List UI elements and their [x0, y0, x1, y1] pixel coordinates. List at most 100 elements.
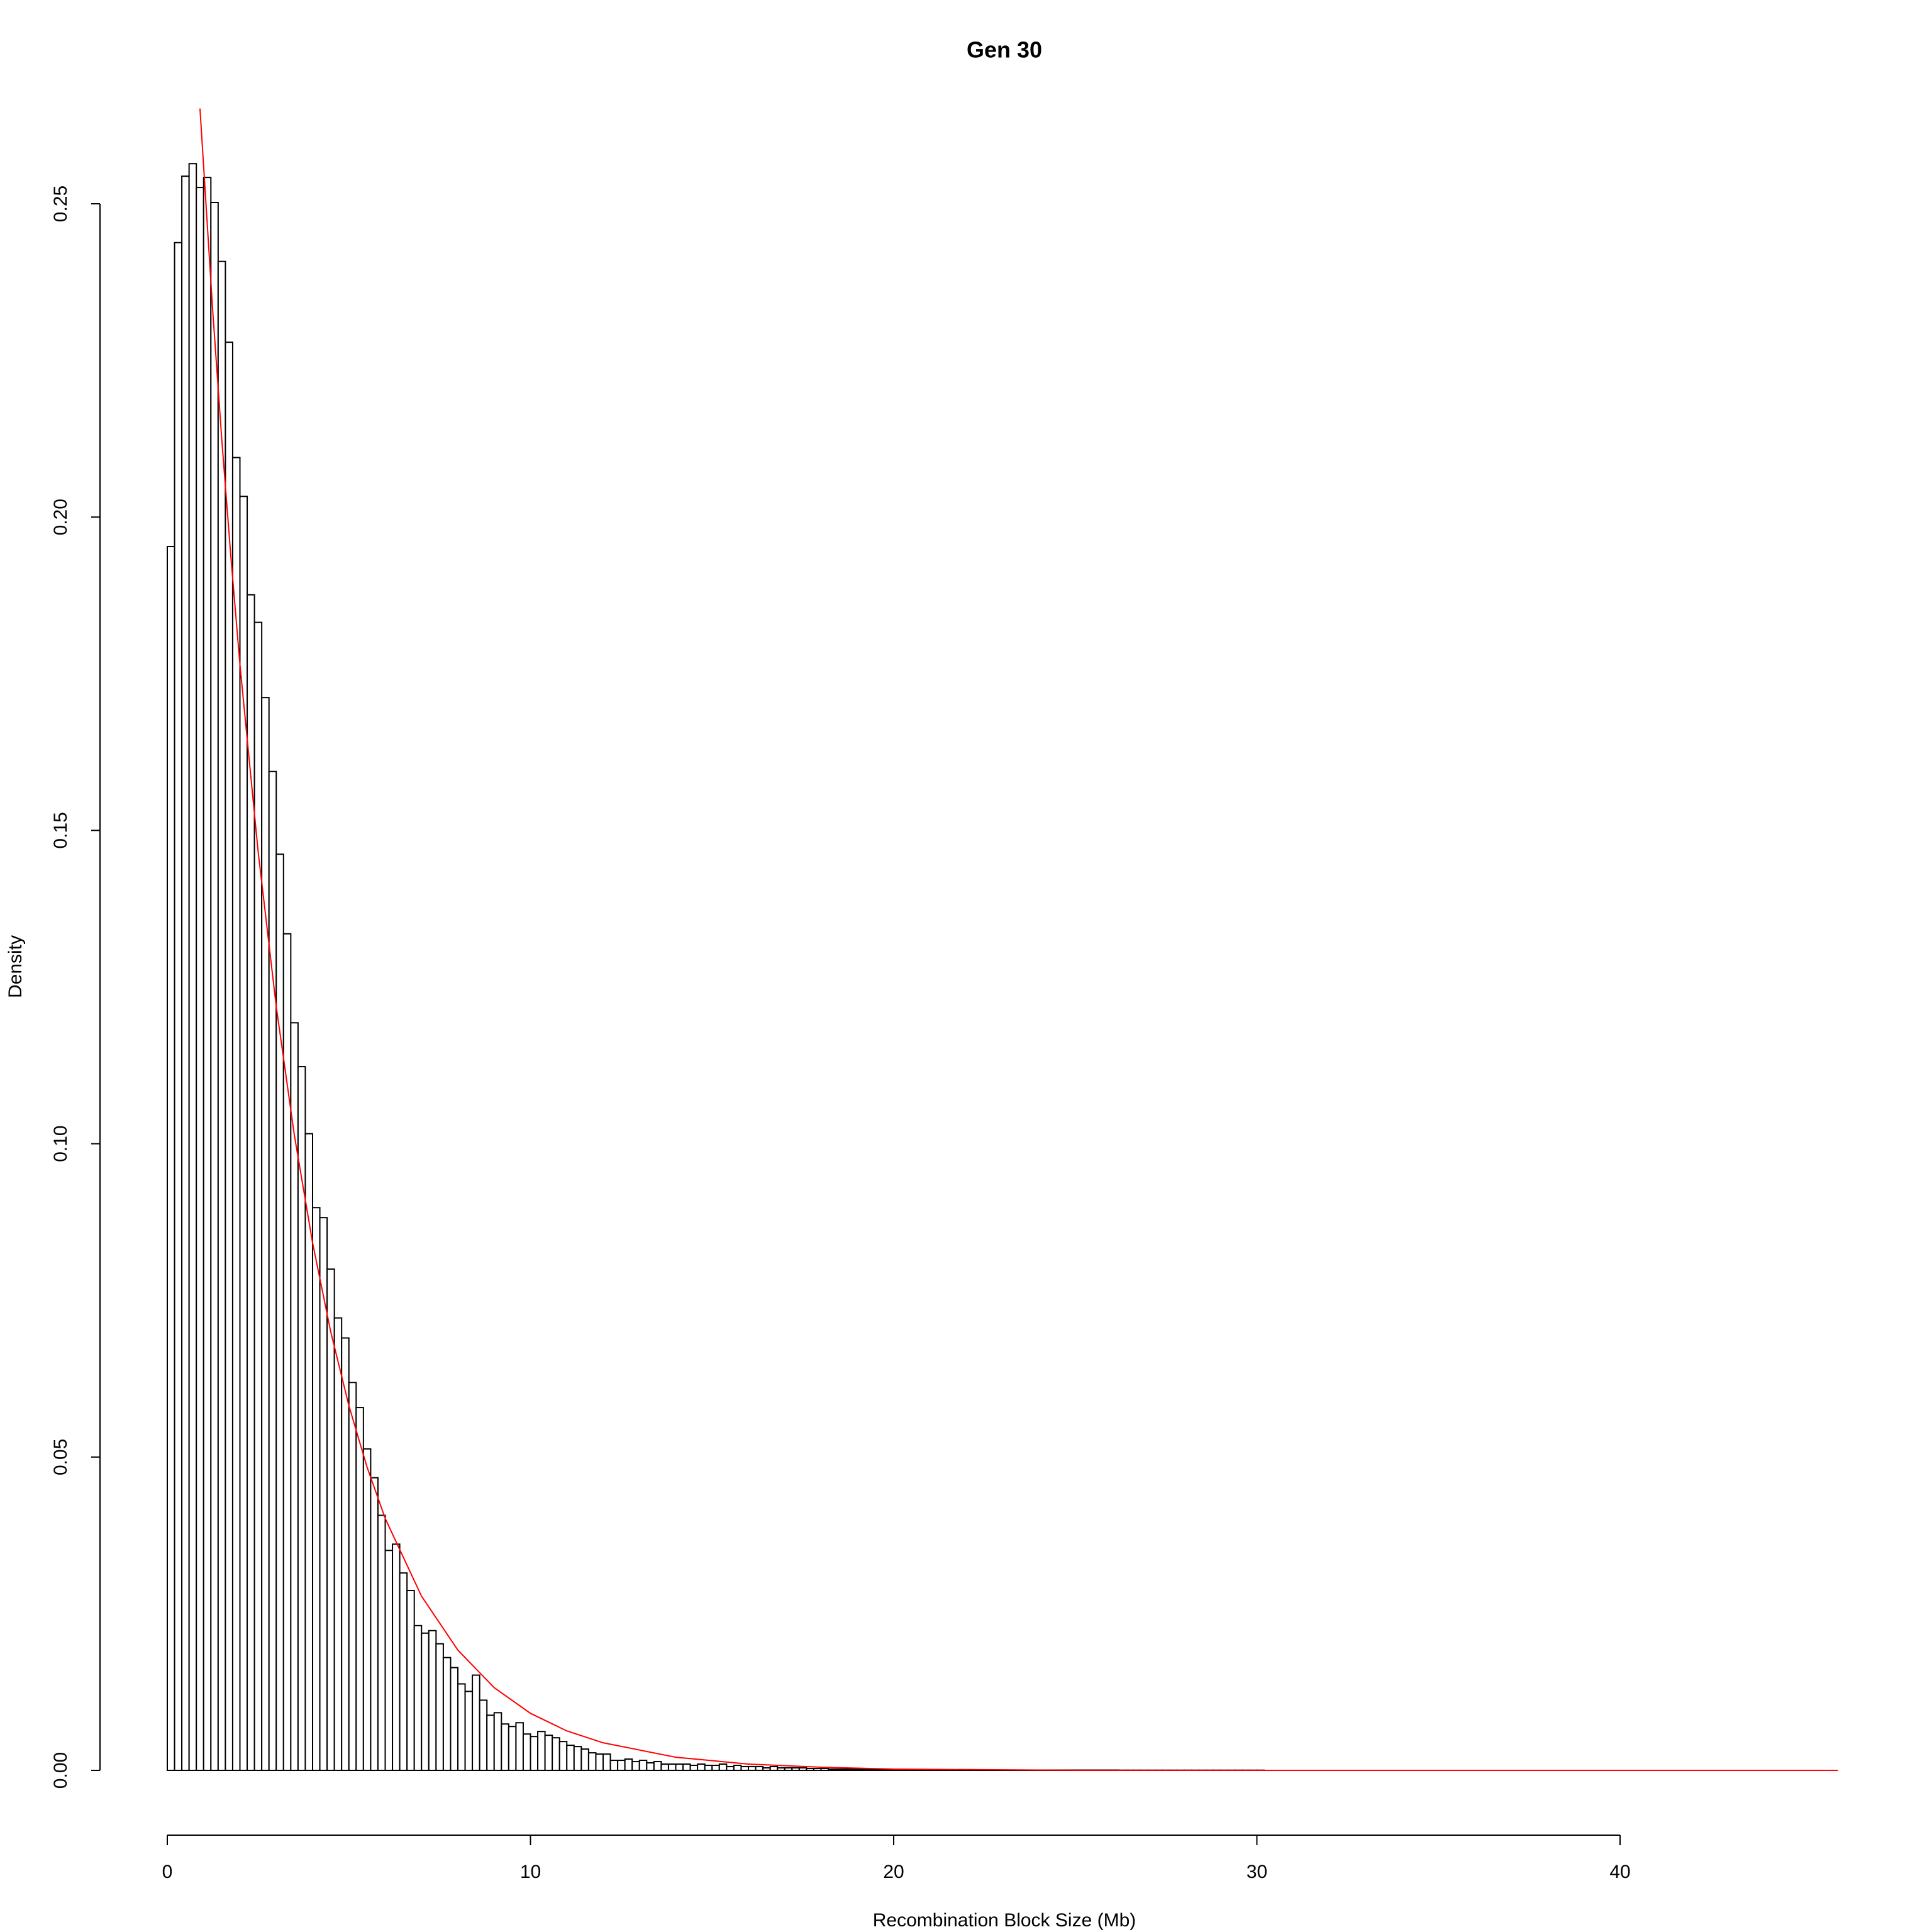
bar — [638, 1760, 648, 1772]
density-curve — [199, 108, 1838, 1771]
bar — [682, 1763, 691, 1771]
bar — [587, 1752, 597, 1772]
bar — [726, 1766, 735, 1771]
bar — [697, 1763, 706, 1771]
bar — [377, 1514, 386, 1771]
bar — [748, 1766, 757, 1771]
y-tick-label: 0.15 — [50, 812, 71, 848]
bar — [333, 1317, 343, 1771]
x-tick-label: 30 — [1246, 1862, 1267, 1882]
bar — [181, 175, 190, 1771]
bar — [675, 1763, 684, 1771]
bar — [217, 260, 226, 1772]
bar — [755, 1766, 764, 1771]
bar — [558, 1741, 568, 1771]
bar — [239, 496, 248, 1771]
bar — [791, 1767, 800, 1772]
bar — [515, 1722, 524, 1772]
bar — [392, 1543, 401, 1771]
bar — [863, 1768, 873, 1771]
bar — [544, 1735, 553, 1772]
bar — [486, 1714, 495, 1772]
bar — [355, 1407, 364, 1772]
bar — [399, 1572, 408, 1772]
bar — [769, 1766, 779, 1771]
bar — [689, 1765, 699, 1772]
bar — [711, 1765, 720, 1772]
bar — [660, 1763, 669, 1771]
bar — [537, 1731, 546, 1771]
bar — [261, 697, 270, 1771]
bar — [566, 1745, 575, 1772]
bar — [450, 1667, 459, 1771]
bar — [580, 1748, 589, 1771]
bar — [472, 1674, 480, 1771]
bar — [384, 1550, 394, 1772]
y-tick-label: 0.10 — [50, 1125, 71, 1162]
bar — [442, 1657, 452, 1771]
y-tick-label: 0.00 — [50, 1752, 71, 1789]
bar — [479, 1699, 488, 1772]
bar — [653, 1761, 662, 1771]
bar — [203, 177, 212, 1772]
bar — [857, 1768, 865, 1771]
bar — [304, 1133, 314, 1771]
y-tick-label: 0.05 — [50, 1439, 71, 1475]
bar — [167, 546, 175, 1772]
bar — [362, 1448, 372, 1771]
bar — [609, 1760, 619, 1772]
y-tick-label: 0.20 — [50, 499, 71, 535]
bar — [835, 1768, 844, 1771]
bar — [631, 1761, 640, 1771]
bar — [530, 1736, 539, 1771]
bar — [573, 1746, 582, 1771]
y-axis-label: Density — [5, 935, 26, 998]
bar — [457, 1683, 466, 1772]
bar — [552, 1737, 560, 1772]
bar — [275, 853, 284, 1771]
bar — [464, 1690, 474, 1772]
bar — [704, 1765, 713, 1772]
x-tick-label: 20 — [883, 1862, 904, 1882]
bar — [253, 621, 263, 1771]
bar — [501, 1723, 509, 1771]
bar — [225, 341, 233, 1772]
bar — [762, 1767, 771, 1772]
x-tick-label: 0 — [162, 1862, 173, 1882]
bar — [595, 1753, 604, 1771]
bar — [842, 1768, 851, 1771]
bar — [740, 1766, 749, 1771]
bar — [784, 1767, 793, 1772]
x-axis-label: Recombination Block Size (Mb) — [873, 1910, 1136, 1931]
bar — [806, 1768, 814, 1771]
bar — [210, 202, 219, 1772]
bar — [508, 1726, 517, 1771]
bar — [319, 1217, 328, 1771]
bar — [849, 1768, 858, 1771]
bar — [667, 1763, 677, 1771]
bar — [421, 1632, 430, 1771]
bar — [828, 1768, 836, 1771]
bar — [348, 1382, 357, 1772]
bar — [406, 1590, 415, 1771]
bar — [282, 933, 292, 1771]
bar — [646, 1762, 655, 1772]
bar — [820, 1768, 830, 1771]
bar — [617, 1760, 626, 1772]
bar — [174, 242, 183, 1771]
y-tick-label: 0.25 — [50, 186, 71, 222]
bar — [733, 1765, 742, 1772]
bar — [777, 1767, 786, 1772]
bar — [718, 1763, 728, 1771]
bar — [624, 1758, 633, 1771]
bar — [370, 1477, 379, 1771]
bar — [522, 1733, 531, 1771]
bar — [196, 187, 204, 1772]
bar — [188, 163, 197, 1771]
x-tick-label: 10 — [520, 1862, 541, 1882]
bar — [428, 1629, 437, 1771]
bar — [413, 1624, 423, 1771]
bar — [297, 1066, 306, 1771]
